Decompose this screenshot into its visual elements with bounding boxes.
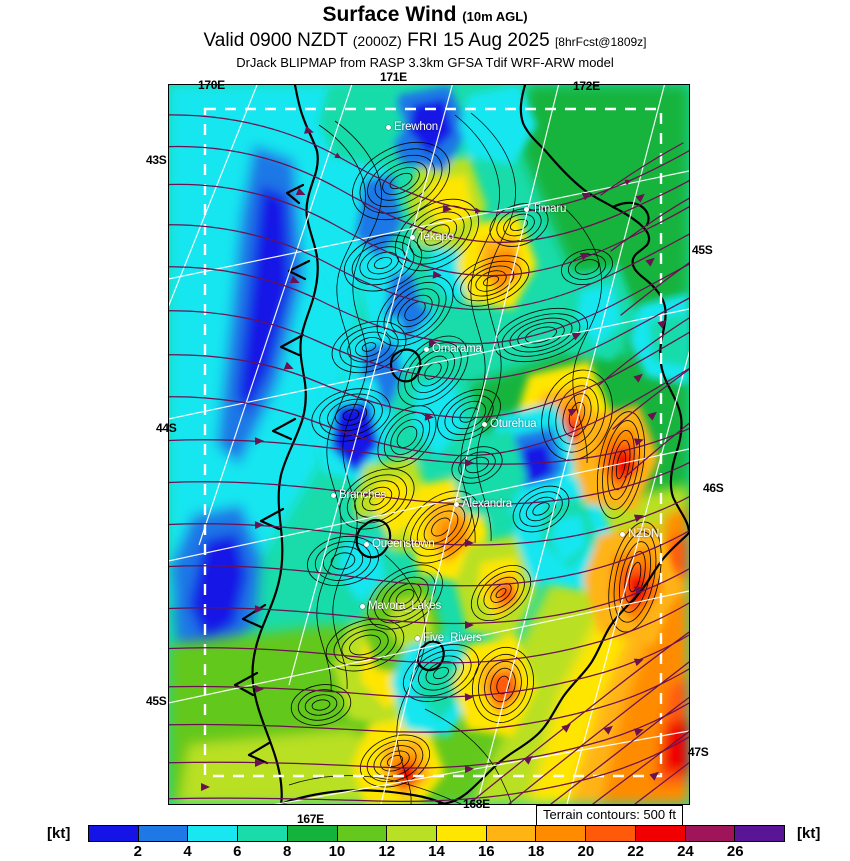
graticule-label: 45S — [146, 694, 167, 708]
place-marker-dot — [331, 492, 336, 498]
colorbar-tick: 14 — [428, 843, 445, 860]
map-place-label: Alexandra — [454, 498, 512, 510]
place-marker-dot — [482, 421, 487, 427]
place-name: Oturehua — [490, 418, 537, 430]
map-place-label: NZDN — [620, 528, 659, 540]
graticule-label: 170E — [198, 78, 225, 92]
place-marker-dot — [410, 234, 415, 240]
colorbar-segment — [685, 826, 736, 841]
colorbar-tick: 2 — [133, 843, 142, 860]
colorbar-segment — [586, 826, 636, 841]
place-name: Omarama — [432, 343, 482, 355]
forecast-hour: [8hrFcst@1809z] — [554, 35, 647, 49]
colorbar-tick: 4 — [183, 843, 192, 860]
place-name: Timaru — [532, 203, 567, 215]
colorbar-segment — [387, 826, 438, 841]
map-place-label: Queenstown — [364, 538, 435, 550]
colorbar-unit-right: [kt] — [797, 825, 821, 842]
place-name: Erewhon — [394, 121, 438, 133]
title-block: Surface Wind (10m AGL) Valid 0900 NZDT (… — [0, 0, 850, 71]
weather-map[interactable] — [168, 84, 690, 805]
place-marker-dot — [360, 603, 365, 609]
map-place-label: Mavora_Lakes — [360, 600, 441, 612]
colorbar-segment — [486, 826, 537, 841]
colorbar-segment — [437, 826, 487, 841]
colorbar-segment — [138, 826, 189, 841]
map-place-label: Omarama — [424, 343, 482, 355]
graticule-label: 172E — [573, 79, 600, 93]
place-marker-dot — [415, 635, 420, 641]
colorbar-tick: 8 — [282, 843, 292, 860]
map-place-label: Timaru — [524, 203, 566, 215]
colorbar-tick-labels: 2 4 6 8 10 12 14 16 18 20 22 24 26 — [88, 843, 785, 861]
graticule-label: 45S — [692, 243, 713, 257]
place-marker-dot — [386, 124, 391, 130]
colorbar-tick: 10 — [328, 843, 346, 860]
place-name: Queenstown — [372, 538, 435, 550]
place-name: NZDN — [628, 528, 660, 540]
place-marker-dot — [424, 346, 429, 352]
graticule-label: 168E — [463, 797, 490, 811]
map-place-label: Tekapo — [410, 231, 454, 243]
colorbar-tick: 22 — [627, 843, 644, 860]
colorbar-gradient[interactable] — [88, 825, 785, 842]
place-name: Mavora_Lakes — [368, 600, 442, 612]
colorbar-segment — [287, 826, 338, 841]
colorbar-tick: 26 — [726, 843, 744, 860]
place-name: Five_Rivers — [423, 632, 482, 644]
place-marker-dot — [364, 541, 369, 547]
graticule-label: 46S — [703, 481, 724, 495]
map-place-label: Five_Rivers — [415, 632, 482, 644]
colorbar-unit-left: [kt] — [47, 825, 71, 842]
graticule-label: 43S — [146, 153, 167, 167]
colorbar-tick: 16 — [477, 843, 495, 860]
colorbar-segment — [89, 826, 139, 841]
place-marker-dot — [454, 501, 459, 507]
valid-date: FRI 15 Aug 2025 — [407, 30, 550, 51]
valid-time-line: Valid 0900 NZDT (2000Z) FRI 15 Aug 2025 … — [0, 29, 850, 54]
map-canvas — [169, 85, 689, 804]
place-name: Alexandra — [462, 498, 512, 510]
graticule-label: 171E — [380, 70, 407, 84]
colorbar-segment — [635, 826, 686, 841]
colorbar[interactable]: [kt] [kt] 2 4 6 8 10 12 14 16 18 20 22 24 26 — [0, 820, 850, 860]
colorbar-tick: 12 — [378, 843, 396, 860]
title-main: Surface Wind — [322, 3, 457, 26]
colorbar-segment — [188, 826, 239, 841]
map-place-label: Oturehua — [482, 418, 537, 430]
graticule-label: 47S — [688, 745, 709, 759]
terrain-contour-note: Terrain contours: 500 ft — [536, 805, 683, 826]
place-marker-dot — [620, 531, 625, 537]
valid-time-utc: (2000Z) — [352, 33, 402, 49]
model-source-line: DrJack BLIPMAP from RASP 3.3km GFSA Tdif… — [236, 55, 614, 70]
title-altitude: (10m AGL) — [462, 9, 528, 24]
valid-time-local: Valid 0900 NZDT — [203, 30, 348, 51]
map-place-label: Branches — [331, 489, 386, 501]
place-name: Tekapo — [418, 231, 454, 243]
colorbar-tick: 20 — [577, 843, 595, 860]
graticule-label: 167E — [297, 812, 324, 826]
colorbar-tick: 6 — [233, 843, 242, 860]
map-place-label: Erewhon — [386, 121, 438, 133]
colorbar-tick: 18 — [527, 843, 545, 860]
page-title: Surface Wind (10m AGL) — [0, 0, 850, 29]
colorbar-segment — [735, 826, 785, 841]
colorbar-segment — [238, 826, 288, 841]
colorbar-segment — [536, 826, 587, 841]
place-marker-dot — [524, 206, 529, 212]
place-name: Branches — [339, 489, 386, 501]
colorbar-segment — [337, 826, 388, 841]
colorbar-tick: 24 — [677, 843, 694, 860]
graticule-label: 44S — [156, 421, 177, 435]
